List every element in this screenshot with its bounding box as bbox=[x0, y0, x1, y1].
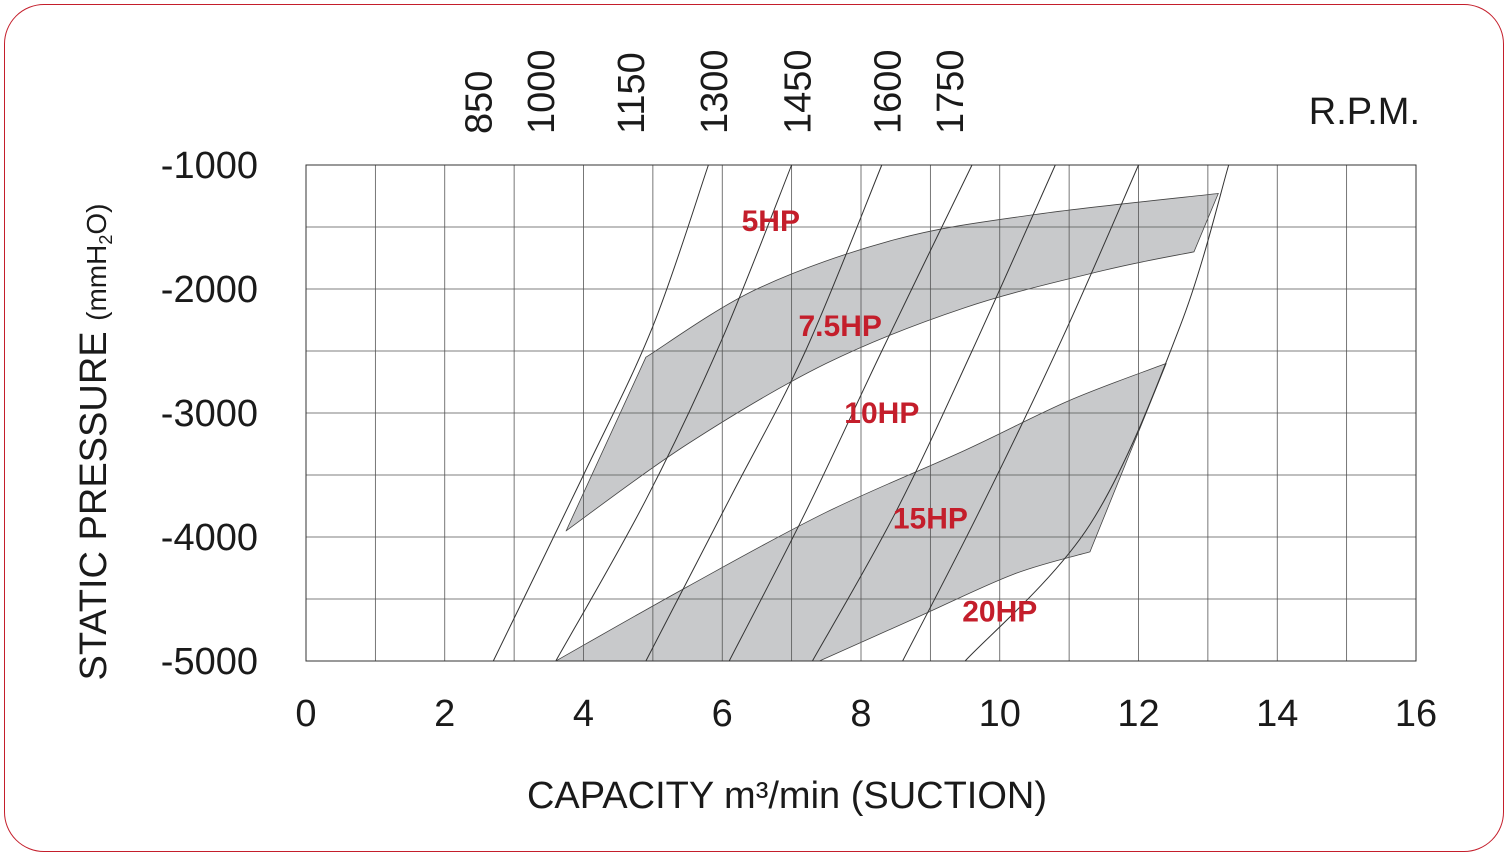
x-tick-label: 8 bbox=[850, 693, 871, 735]
y-tick-label: -1000 bbox=[161, 145, 258, 187]
rpm-curve-1450 bbox=[811, 164, 1056, 662]
band-5-7-5hp bbox=[565, 193, 1219, 532]
x-tick-label: 6 bbox=[712, 693, 733, 735]
rpm-curve-1600 bbox=[902, 164, 1139, 662]
rpm-label-1150: 1150 bbox=[611, 52, 653, 134]
hp-labels: 20HP 15HP 10HP 7.5HP 5HP bbox=[742, 205, 1038, 629]
rpm-curve-1000 bbox=[555, 164, 793, 662]
x-tick-label: 14 bbox=[1256, 693, 1298, 735]
rpm-curve-1300 bbox=[728, 164, 973, 662]
hp-label: 20HP bbox=[962, 595, 1037, 628]
rpm-curve-850 bbox=[492, 164, 709, 662]
hp-label: 5HP bbox=[742, 205, 800, 238]
y-axis-label: STATIC PRESSURE (mmH2O) bbox=[73, 204, 116, 681]
rpm-label-1450: 1450 bbox=[777, 49, 819, 134]
x-tick-label: 4 bbox=[573, 693, 594, 735]
grid bbox=[305, 164, 1417, 662]
x-tick-label: 0 bbox=[295, 693, 316, 735]
rpm-label-1300: 1300 bbox=[694, 49, 736, 134]
hp-label: 15HP bbox=[893, 502, 968, 535]
y-axis-label-unit-post: O) bbox=[81, 204, 112, 235]
rpm-label-850: 850 bbox=[458, 71, 500, 134]
rpm-label-1000: 1000 bbox=[521, 49, 563, 134]
x-tick-labels: 0 2 4 6 8 10 12 14 16 bbox=[295, 693, 1437, 735]
rpm-label-1600: 1600 bbox=[868, 49, 910, 134]
y-tick-label: -4000 bbox=[161, 517, 258, 559]
y-tick-label: -5000 bbox=[161, 641, 258, 683]
chart-frame bbox=[4, 4, 1504, 852]
rpm-labels: 850 1000 1150 1300 1450 1600 1750 bbox=[458, 49, 972, 134]
y-axis-label-unit-pre: (mmH bbox=[81, 245, 112, 321]
x-axis-label: CAPACITY m³/min (SUCTION) bbox=[527, 775, 1047, 817]
rpm-label-1750: 1750 bbox=[930, 49, 972, 134]
rpm-curves bbox=[492, 164, 1230, 662]
rpm-curve-1150 bbox=[645, 164, 883, 662]
x-tick-label: 2 bbox=[434, 693, 455, 735]
x-tick-label: 16 bbox=[1395, 693, 1437, 735]
y-tick-labels: -5000 -4000 -3000 -2000 -1000 bbox=[161, 145, 258, 683]
x-tick-label: 10 bbox=[979, 693, 1021, 735]
rpm-curve-1750 bbox=[964, 164, 1230, 662]
hp-label: 7.5HP bbox=[798, 310, 881, 343]
y-axis-label-unit-sub: 2 bbox=[96, 235, 116, 245]
hp-label: 10HP bbox=[844, 397, 919, 430]
plot-border bbox=[305, 164, 1417, 662]
y-tick-label: -2000 bbox=[161, 269, 258, 311]
rpm-axis-label: R.P.M. bbox=[1309, 91, 1420, 133]
x-tick-label: 12 bbox=[1117, 693, 1159, 735]
y-tick-label: -3000 bbox=[161, 393, 258, 435]
y-axis-label-main: STATIC PRESSURE bbox=[73, 321, 115, 681]
